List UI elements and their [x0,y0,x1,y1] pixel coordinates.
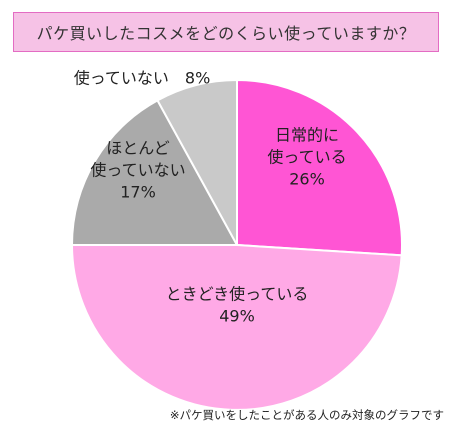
pie-slice-4 [156,78,238,246]
footnote: ※パケ買いをしたことがある人のみ対象のグラフです [169,408,444,422]
pie-slice-3 [70,99,239,246]
pie-slice-1 [236,78,403,257]
slice-label-4: 使っていない 8% [74,69,211,88]
slice-label-3: ほとんど使っていない 17% [90,139,185,202]
slice-label-2: ときどき使っている 49% [166,285,309,326]
pie-slice-2 [70,244,403,411]
chart-title: パケ買いしたコスメをどのくらい使っていますか？ [13,12,439,52]
slice-label-1: 日常的に使っている 26% [267,126,346,189]
